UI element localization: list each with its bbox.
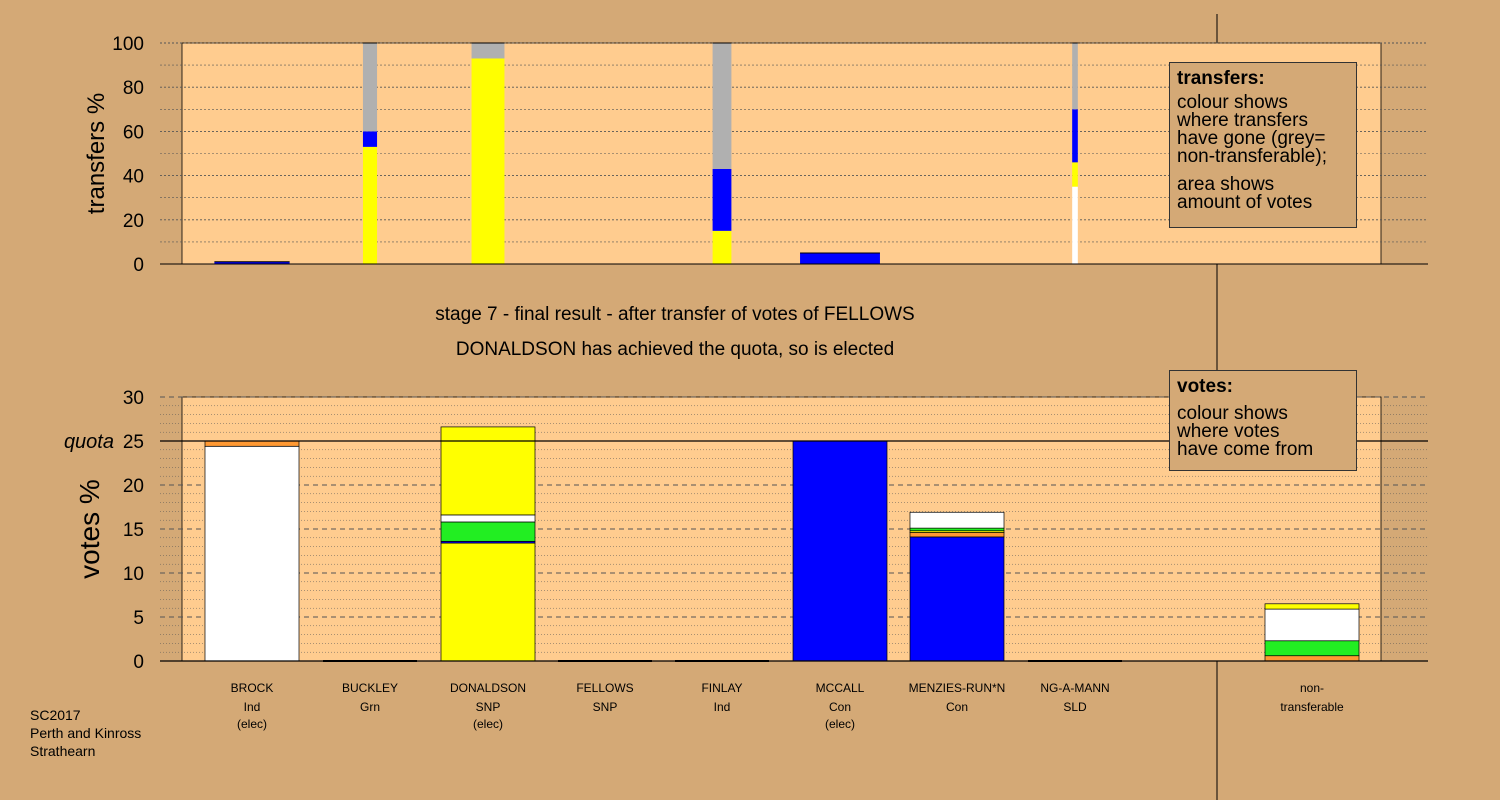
transfers-tick-label: 0 (133, 255, 144, 276)
votes-legend-line: where votes (1177, 421, 1280, 442)
transfers-legend-line: non-transferable); (1177, 146, 1327, 167)
votes-legend-line: have come from (1177, 439, 1314, 460)
votes-tick-label: 0 (133, 652, 144, 673)
transfer-bar-segment (1072, 186, 1078, 264)
votes-tick-label: 15 (123, 520, 144, 541)
candidate-name: DONALDSON (450, 681, 526, 695)
vote-bar-segment (204, 440, 300, 447)
vote-bar-segment (440, 514, 536, 523)
vote-bar-segment (909, 536, 1005, 662)
candidate-name: FINLAY (701, 681, 742, 695)
transfer-bar-segment (1072, 109, 1078, 163)
transfer-bar-segment (471, 58, 505, 264)
candidate-party: Grn (360, 700, 380, 714)
transfers-legend: transfers: colour shows where transfers … (1169, 62, 1357, 228)
transfer-bar-segment (214, 261, 290, 264)
transfers-legend-line: where transfers (1177, 110, 1308, 131)
transfer-bar-segment (712, 168, 732, 231)
transfers-legend-line: colour shows (1177, 92, 1288, 113)
vote-bar-segment (909, 511, 1005, 529)
transfers-tick-label: 40 (123, 167, 144, 188)
transfer-bar-segment (712, 43, 732, 169)
candidate-status: (elec) (473, 717, 503, 731)
transfer-bar-segment (471, 43, 505, 59)
transfer-bar-segment (1072, 43, 1078, 110)
candidate-name: non- (1300, 681, 1324, 695)
transfer-bar-segment (712, 230, 732, 264)
candidate-name: BROCK (231, 681, 274, 695)
votes-tick-label: 20 (123, 476, 144, 497)
votes-tick-label: 10 (123, 564, 144, 585)
vote-bar-segment (440, 521, 536, 542)
vote-bar-segment (440, 542, 536, 662)
vote-bar-segment (909, 532, 1005, 538)
elected-message: DONALDSON has achieved the quota, so is … (455, 339, 895, 360)
candidate-status: (elec) (237, 717, 267, 731)
candidate-name: MENZIES-RUN*N (909, 681, 1006, 695)
vote-bar-segment (204, 445, 300, 662)
candidate-name: BUCKLEY (342, 681, 398, 695)
quota-label: quota (64, 431, 114, 453)
votes-axis-label: votes % (74, 479, 105, 579)
candidate-name: NG-A-MANN (1040, 681, 1109, 695)
candidate-party: SLD (1063, 700, 1087, 714)
transfers-legend-line: amount of votes (1177, 192, 1313, 213)
transfers-tick-label: 20 (123, 211, 144, 232)
candidate-party: Ind (244, 700, 261, 714)
candidate-party: SNP (476, 700, 501, 714)
votes-legend-line: colour shows (1177, 403, 1288, 424)
candidate-name: MCCALL (816, 681, 865, 695)
transfer-bar-segment (362, 146, 378, 264)
transfers-tick-label: 100 (112, 34, 144, 55)
footer-election: SC2017 (30, 707, 81, 723)
votes-legend-title: votes: (1177, 376, 1233, 397)
stage-title: stage 7 - final result - after transfer … (435, 304, 915, 325)
transfers-legend-title: transfers: (1177, 68, 1265, 89)
transfer-bar-segment (1072, 162, 1078, 187)
vote-bar-segment (1264, 603, 1360, 610)
transfer-bar-segment (362, 43, 378, 132)
votes-tick-label: 30 (123, 388, 144, 409)
candidate-party: Con (946, 700, 968, 714)
vote-bar-segment (909, 527, 1005, 532)
votes-legend: votes: colour shows where votes have com… (1169, 370, 1357, 471)
vote-bar-segment (1264, 640, 1360, 657)
transfers-legend-line: have gone (grey= (1177, 128, 1326, 149)
vote-bar-segment (1264, 608, 1360, 642)
vote-bar-segment (1264, 655, 1360, 662)
vote-bar-segment (440, 426, 536, 516)
candidate-name: FELLOWS (576, 681, 633, 695)
votes-tick-label: 5 (133, 608, 144, 629)
candidate-party: SNP (593, 700, 618, 714)
transfers-tick-label: 80 (123, 78, 144, 99)
transfers-tick-label: 60 (123, 122, 144, 143)
candidate-status: (elec) (825, 717, 855, 731)
transfers-legend-line: area shows (1177, 174, 1275, 195)
footer-ward: Strathearn (30, 743, 96, 759)
footer-info: SC2017 Perth and Kinross Strathearn (30, 706, 141, 760)
transfer-bar-segment (800, 252, 880, 264)
candidate-party: transferable (1280, 700, 1344, 714)
candidate-party: Con (829, 700, 851, 714)
votes-tick-label: 25 (123, 432, 144, 453)
candidate-party: Ind (714, 700, 731, 714)
transfer-bar-segment (362, 131, 378, 147)
vote-bar-segment (792, 440, 888, 662)
footer-council: Perth and Kinross (30, 725, 142, 741)
transfers-axis-label: transfers % (83, 93, 110, 214)
